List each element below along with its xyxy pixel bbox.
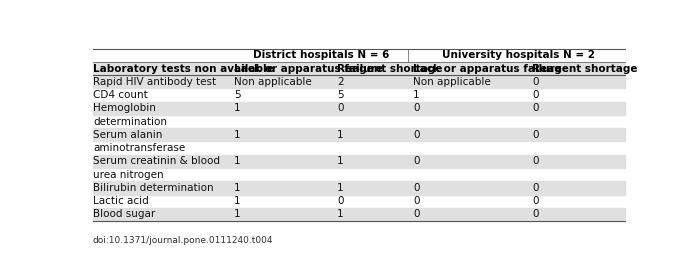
Text: 1: 1 [337, 130, 344, 140]
Text: 0: 0 [532, 209, 539, 220]
Text: 1: 1 [234, 103, 241, 113]
Text: determination: determination [93, 116, 167, 127]
Text: Blood sugar: Blood sugar [93, 209, 155, 220]
Text: 1: 1 [337, 209, 344, 220]
Text: University hospitals N = 2: University hospitals N = 2 [442, 50, 595, 60]
Text: 0: 0 [413, 183, 419, 193]
Text: District hospitals N = 6: District hospitals N = 6 [253, 50, 389, 60]
Text: Rapid HIV antibody test: Rapid HIV antibody test [93, 77, 216, 87]
Text: 1: 1 [234, 209, 241, 220]
Text: 1: 1 [234, 196, 241, 206]
Bar [93, 181, 624, 195]
Text: doi:10.1371/journal.pone.0111240.t004: doi:10.1371/journal.pone.0111240.t004 [93, 236, 274, 245]
Text: 0: 0 [413, 103, 419, 113]
Text: 0: 0 [532, 77, 539, 87]
Text: aminotransferase: aminotransferase [93, 143, 186, 153]
Text: 0: 0 [413, 130, 419, 140]
Text: 0: 0 [413, 196, 419, 206]
Text: 1: 1 [413, 90, 419, 100]
Text: Non applicable: Non applicable [234, 77, 312, 87]
Bar [93, 155, 624, 168]
Bar [93, 102, 624, 115]
Text: 5: 5 [234, 90, 241, 100]
Text: 1: 1 [337, 183, 344, 193]
Text: 1: 1 [337, 156, 344, 166]
Text: Lack or apparatus failure: Lack or apparatus failure [234, 64, 383, 74]
Text: 0: 0 [532, 103, 539, 113]
Bar [93, 208, 624, 221]
Bar [93, 128, 624, 141]
Text: 0: 0 [413, 209, 419, 220]
Text: 1: 1 [234, 156, 241, 166]
Text: urea nitrogen: urea nitrogen [93, 170, 164, 179]
Bar [93, 62, 624, 75]
Text: 0: 0 [413, 156, 419, 166]
Text: Lactic acid: Lactic acid [93, 196, 148, 206]
Text: Serum creatinin & blood: Serum creatinin & blood [93, 156, 220, 166]
Text: Hemoglobin: Hemoglobin [93, 103, 156, 113]
Text: 1: 1 [234, 130, 241, 140]
Text: 0: 0 [337, 103, 344, 113]
Text: 0: 0 [532, 196, 539, 206]
Text: 5: 5 [337, 90, 344, 100]
Text: 0: 0 [532, 183, 539, 193]
Text: 2: 2 [337, 77, 344, 87]
Text: 0: 0 [532, 90, 539, 100]
Text: Reagent shortage: Reagent shortage [337, 64, 442, 74]
Text: Laboratory tests non available: Laboratory tests non available [93, 64, 274, 74]
Bar [93, 75, 624, 88]
Text: Bilirubin determination: Bilirubin determination [93, 183, 214, 193]
Text: Lack or apparatus failure: Lack or apparatus failure [413, 64, 562, 74]
Text: Reagent shortage: Reagent shortage [532, 64, 638, 74]
Text: 0: 0 [532, 156, 539, 166]
Text: Serum alanin: Serum alanin [93, 130, 162, 140]
Text: 0: 0 [337, 196, 344, 206]
Text: CD4 count: CD4 count [93, 90, 148, 100]
Text: 1: 1 [234, 183, 241, 193]
Text: Non applicable: Non applicable [413, 77, 491, 87]
Text: 0: 0 [532, 130, 539, 140]
